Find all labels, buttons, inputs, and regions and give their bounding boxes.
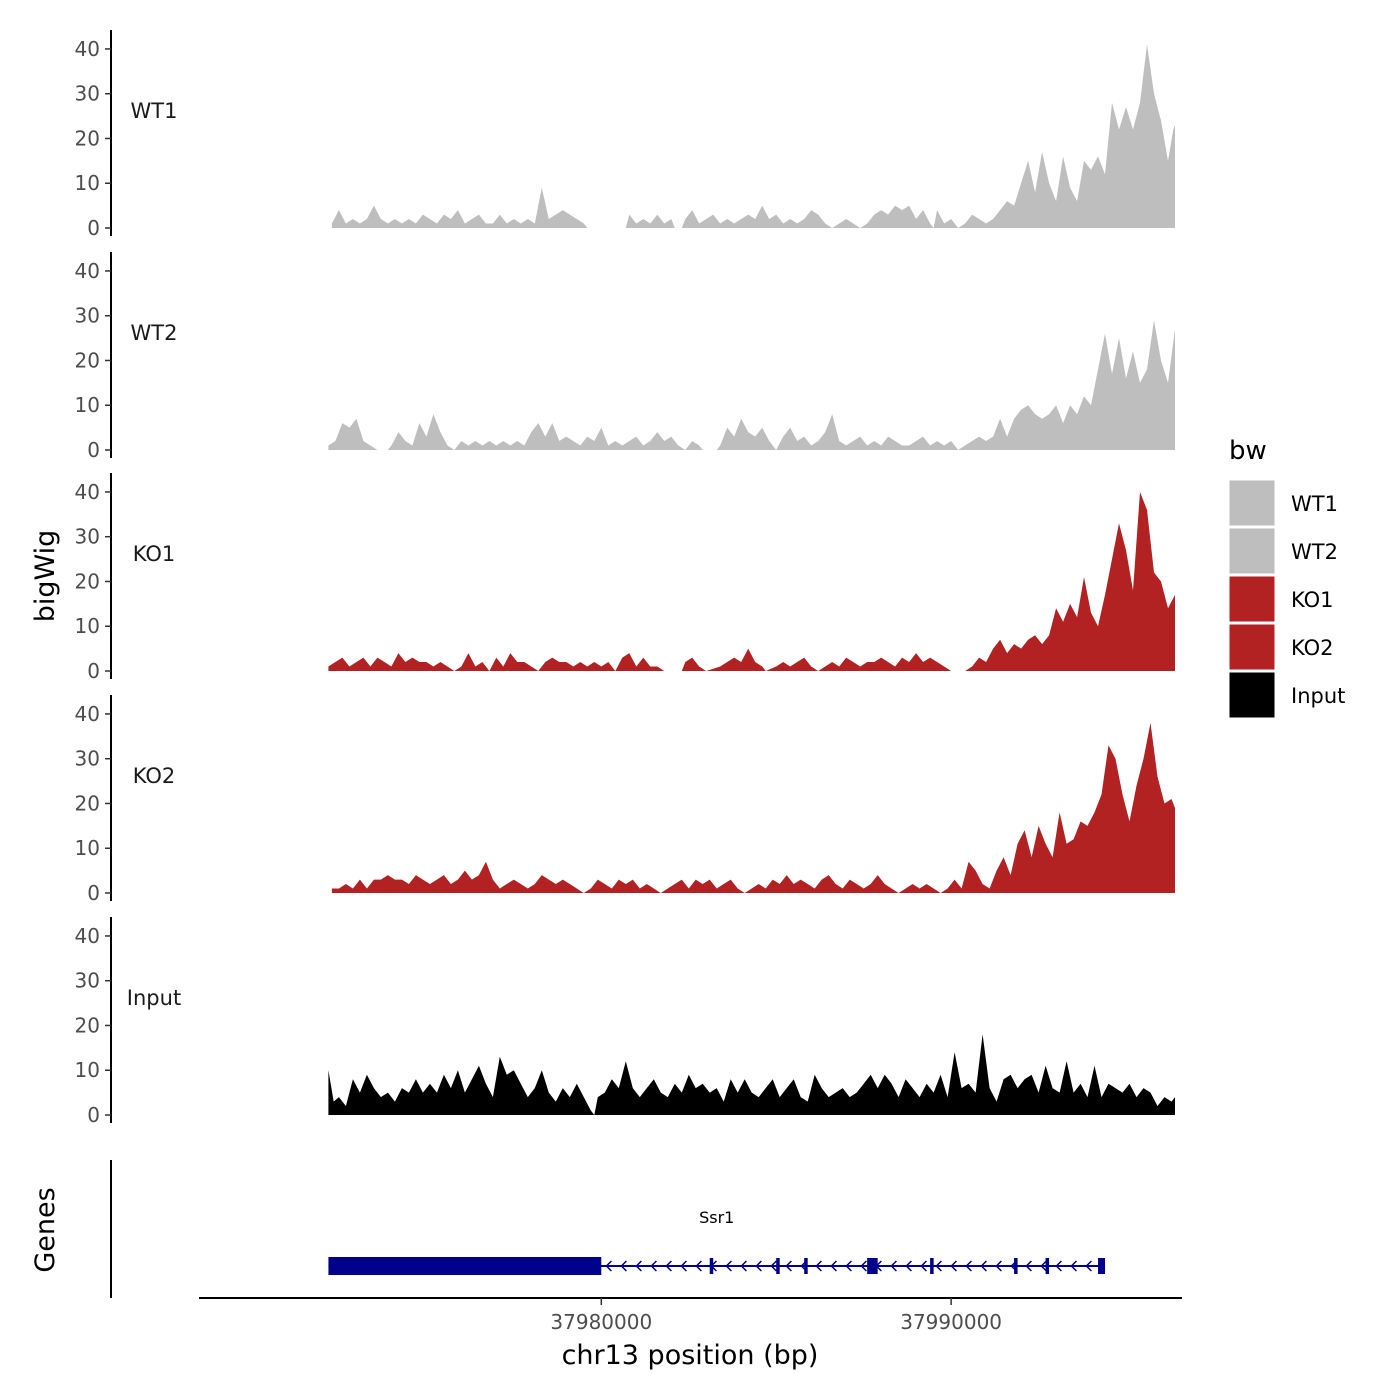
track-wt1: 0 10 20 30 40 WT1 <box>75 30 1175 240</box>
track-label-ko2: KO2 <box>133 764 176 788</box>
legend-key-ko1 <box>1228 575 1276 623</box>
y-tick-label: 30 <box>75 82 100 106</box>
y-tick-label: 40 <box>75 259 100 283</box>
y-tick-label: 10 <box>75 393 100 417</box>
gene-exon <box>1045 1258 1050 1274</box>
track-ko1: 0 10 20 30 40 KO1 <box>75 473 1175 683</box>
y-tick-label: 0 <box>87 216 100 240</box>
x-tick-label: 37980000 <box>550 1310 652 1334</box>
gene-exon <box>1014 1258 1018 1274</box>
track-label-wt1: WT1 <box>131 99 178 123</box>
y-tick-label: 20 <box>75 1013 100 1037</box>
y-tick-label: 40 <box>75 924 100 948</box>
y-tick-label: 40 <box>75 480 100 504</box>
gene-exon <box>1098 1258 1106 1274</box>
coverage-area-input <box>328 1034 1175 1115</box>
y-tick-label: 10 <box>75 1058 100 1082</box>
y-tick-label: 10 <box>75 171 100 195</box>
y-tick-label: 40 <box>75 702 100 726</box>
legend-label-wt2: WT2 <box>1291 540 1338 564</box>
y-tick-label: 30 <box>75 525 100 549</box>
legend-label-wt1: WT1 <box>1291 492 1338 516</box>
legend-label-input: Input <box>1291 684 1345 708</box>
y-tick-label: 10 <box>75 614 100 638</box>
gene-ssr1: Ssr1 <box>328 1208 1106 1275</box>
coverage-tracks: 0 10 20 30 40 WT1 0 10 20 30 40 WT2 0 10 20 30 40 KO1 0 10 2… <box>75 30 1175 1127</box>
track-label-wt2: WT2 <box>131 321 178 345</box>
y-tick-label: 30 <box>75 969 100 993</box>
genes-track-title: Genes <box>30 1187 61 1272</box>
gene-exon <box>709 1258 714 1274</box>
x-axis-title: chr13 position (bp) <box>562 1340 819 1371</box>
legend-label-ko1: KO1 <box>1291 588 1334 612</box>
coverage-area-wt2 <box>328 320 1175 450</box>
y-tick-label: 40 <box>75 37 100 61</box>
legend-key-input <box>1228 671 1276 719</box>
track-label-ko1: KO1 <box>133 542 176 566</box>
y-tick-label: 0 <box>87 881 100 905</box>
track-ko2: 0 10 20 30 40 KO2 <box>75 695 1175 905</box>
y-tick-label: 20 <box>75 791 100 815</box>
track-label-input: Input <box>127 986 181 1010</box>
gene-exon <box>930 1258 934 1274</box>
legend-key-ko2 <box>1228 623 1276 671</box>
x-tick-label: 37990000 <box>900 1310 1002 1334</box>
coverage-area-ko2 <box>331 722 1175 893</box>
legend-label-ko2: KO2 <box>1291 636 1334 660</box>
gene-exon <box>776 1258 780 1274</box>
track-input: 0 10 20 30 40 Input <box>75 917 1175 1127</box>
y-tick-label: 30 <box>75 304 100 328</box>
y-tick-label: 20 <box>75 569 100 593</box>
y-tick-label: 0 <box>87 659 100 683</box>
y-tick-label: 10 <box>75 836 100 860</box>
y-axis-title: bigWig <box>30 530 61 623</box>
legend-key-wt2 <box>1228 527 1276 575</box>
y-tick-label: 30 <box>75 747 100 771</box>
legend-key-wt1 <box>1228 479 1276 527</box>
legend: bw WT1 WT2 KO1 KO2 Input <box>1228 436 1345 719</box>
gene-exon <box>328 1257 602 1275</box>
genes-track: Genes Ssr1 <box>30 1160 1106 1298</box>
gene-name-label: Ssr1 <box>699 1208 734 1227</box>
y-tick-label: 20 <box>75 348 100 372</box>
y-tick-label: 20 <box>75 126 100 150</box>
coverage-area-wt1 <box>331 44 1175 228</box>
gene-exon <box>804 1258 808 1274</box>
track-wt2: 0 10 20 30 40 WT2 <box>75 252 1175 462</box>
y-tick-label: 0 <box>87 1103 100 1127</box>
legend-title: bw <box>1229 436 1267 466</box>
x-axis: 37980000 37990000 <box>199 1297 1182 1334</box>
y-tick-label: 0 <box>87 438 100 462</box>
gene-exon <box>867 1258 878 1274</box>
coverage-area-ko1 <box>328 492 1175 671</box>
